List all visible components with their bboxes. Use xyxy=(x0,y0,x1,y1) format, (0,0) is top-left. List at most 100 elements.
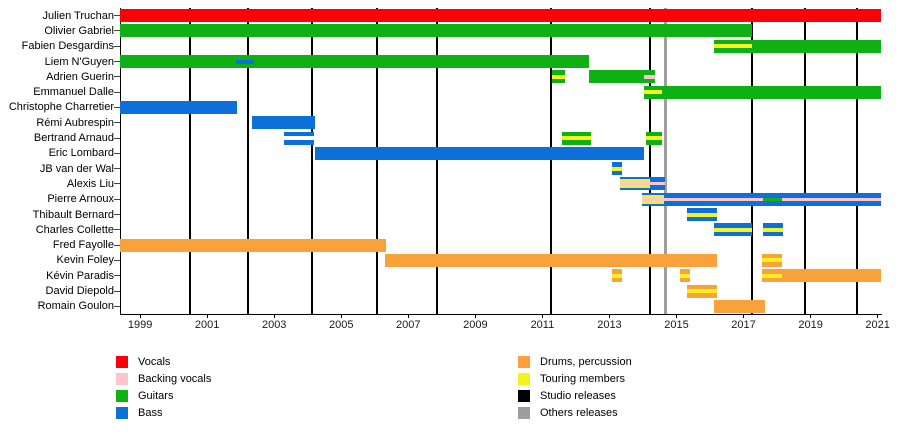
timeline-bar xyxy=(714,39,881,53)
timeline-bar-stripe xyxy=(686,289,717,294)
timeline-bar-stripe xyxy=(762,197,783,201)
x-axis-tick xyxy=(810,314,812,318)
y-axis-tick xyxy=(114,214,120,216)
timeline-bar xyxy=(252,116,316,130)
x-axis-label: 2015 xyxy=(664,319,689,331)
member-label: Eric Lombard xyxy=(48,147,114,160)
timeline-bar-stripe xyxy=(644,74,656,79)
x-axis-label: 2003 xyxy=(261,319,287,331)
timeline-bar xyxy=(612,269,622,283)
timeline-bar xyxy=(561,131,592,145)
y-axis-tick xyxy=(114,122,120,124)
timeline-bar-stripe xyxy=(714,227,752,232)
member-label: Julien Truchan xyxy=(42,9,114,22)
timeline-bar xyxy=(552,70,565,84)
legend-label-studio: Studio releases xyxy=(540,390,616,402)
member-label: JB van der Wal xyxy=(39,162,114,175)
y-axis-tick xyxy=(114,91,120,93)
x-axis-label: 1999 xyxy=(127,319,153,331)
timeline-bar xyxy=(686,284,717,298)
x-axis-label: 2019 xyxy=(798,319,823,331)
x-axis-label: 2021 xyxy=(865,319,890,331)
y-axis-tick xyxy=(114,15,120,17)
timeline-bar-stripe xyxy=(561,136,592,141)
legend-swatch-vocals xyxy=(116,356,128,368)
timeline-bar-stripe xyxy=(761,258,783,263)
timeline-bar-stripe xyxy=(284,136,315,141)
member-label: Bertrand Arnaud xyxy=(33,132,114,145)
timeline-bar-stripe xyxy=(642,200,665,204)
timeline-bar-stripe xyxy=(761,273,783,278)
legend-label-others: Others releases xyxy=(540,407,618,419)
x-axis-tick xyxy=(541,314,543,318)
timeline-bar-stripe xyxy=(642,197,881,201)
timeline-bar xyxy=(284,131,315,145)
timeline-bar xyxy=(120,100,238,114)
timeline-bar xyxy=(714,223,752,237)
legend-swatch-others xyxy=(518,407,530,419)
timeline-bar-stripe xyxy=(686,212,717,217)
timeline-bar xyxy=(761,269,881,283)
release-line-studio xyxy=(550,8,553,314)
legend-label-backing: Backing vocals xyxy=(138,373,212,385)
x-axis-tick xyxy=(340,314,342,318)
y-axis-tick xyxy=(114,229,120,231)
x-axis-tick xyxy=(139,314,141,318)
y-axis-tick xyxy=(114,106,120,108)
member-label: Kevin Foley xyxy=(56,254,114,267)
legend-label-guitars: Guitars xyxy=(138,390,174,402)
legend-swatch-studio xyxy=(518,390,530,402)
timeline-bar-stripe xyxy=(552,74,565,79)
timeline-bar xyxy=(762,223,783,237)
timeline-bar-stripe xyxy=(236,59,255,64)
legend-swatch-bass xyxy=(116,407,128,419)
x-axis-tick xyxy=(273,314,275,318)
release-line-studio xyxy=(436,8,439,314)
timeline-bar xyxy=(120,9,881,23)
timeline-bar xyxy=(384,253,717,267)
x-axis-label: 2013 xyxy=(597,319,622,331)
timeline-bar xyxy=(612,162,622,176)
y-axis-tick xyxy=(114,76,120,78)
member-label: Kévin Paradis xyxy=(46,269,114,282)
legend-label-drums: Drums, percussion xyxy=(540,356,632,368)
x-axis-tick xyxy=(474,314,476,318)
release-line-studio xyxy=(247,8,250,314)
timeline-bar xyxy=(761,253,783,267)
legend-label-vocals: Vocals xyxy=(138,356,171,368)
timeline-bar xyxy=(679,269,690,283)
timeline-bar xyxy=(714,299,765,313)
timeline-bar xyxy=(646,131,663,145)
legend-swatch-drums xyxy=(518,356,530,368)
x-axis-label: 2011 xyxy=(530,319,555,331)
x-axis-tick xyxy=(743,314,745,318)
legend-swatch-guitars xyxy=(116,390,128,402)
x-axis-tick xyxy=(608,314,610,318)
timeline-bar xyxy=(589,70,656,84)
member-label: Christophe Charretier xyxy=(8,101,114,114)
release-line-others xyxy=(663,8,667,314)
x-axis-label: 2005 xyxy=(329,319,354,331)
x-axis-tick xyxy=(206,314,208,318)
member-label: Emmanuel Dalle xyxy=(33,86,114,99)
y-axis-tick xyxy=(114,61,120,63)
member-label: Fabien Desgardins xyxy=(21,40,114,53)
member-label: Alexis Liu xyxy=(66,177,114,190)
member-label: Charles Collette xyxy=(35,223,114,236)
y-axis-tick xyxy=(114,45,120,47)
release-line-studio xyxy=(649,8,652,314)
timeline-bar-stripe xyxy=(714,44,752,49)
x-axis-tick xyxy=(877,314,879,318)
timeline-bar-stripe xyxy=(619,182,666,186)
timeline-bar xyxy=(642,192,881,206)
x-axis-label: 2007 xyxy=(396,319,421,331)
y-axis-tick xyxy=(114,198,120,200)
timeline-bar xyxy=(644,85,881,99)
member-label: Adrien Guerin xyxy=(46,70,114,83)
release-line-studio xyxy=(855,8,858,314)
member-label: Liem N'Guyen xyxy=(44,55,114,68)
member-label: Thibault Bernard xyxy=(32,208,114,221)
x-axis-tick xyxy=(407,314,409,318)
x-axis-tick xyxy=(676,314,677,318)
